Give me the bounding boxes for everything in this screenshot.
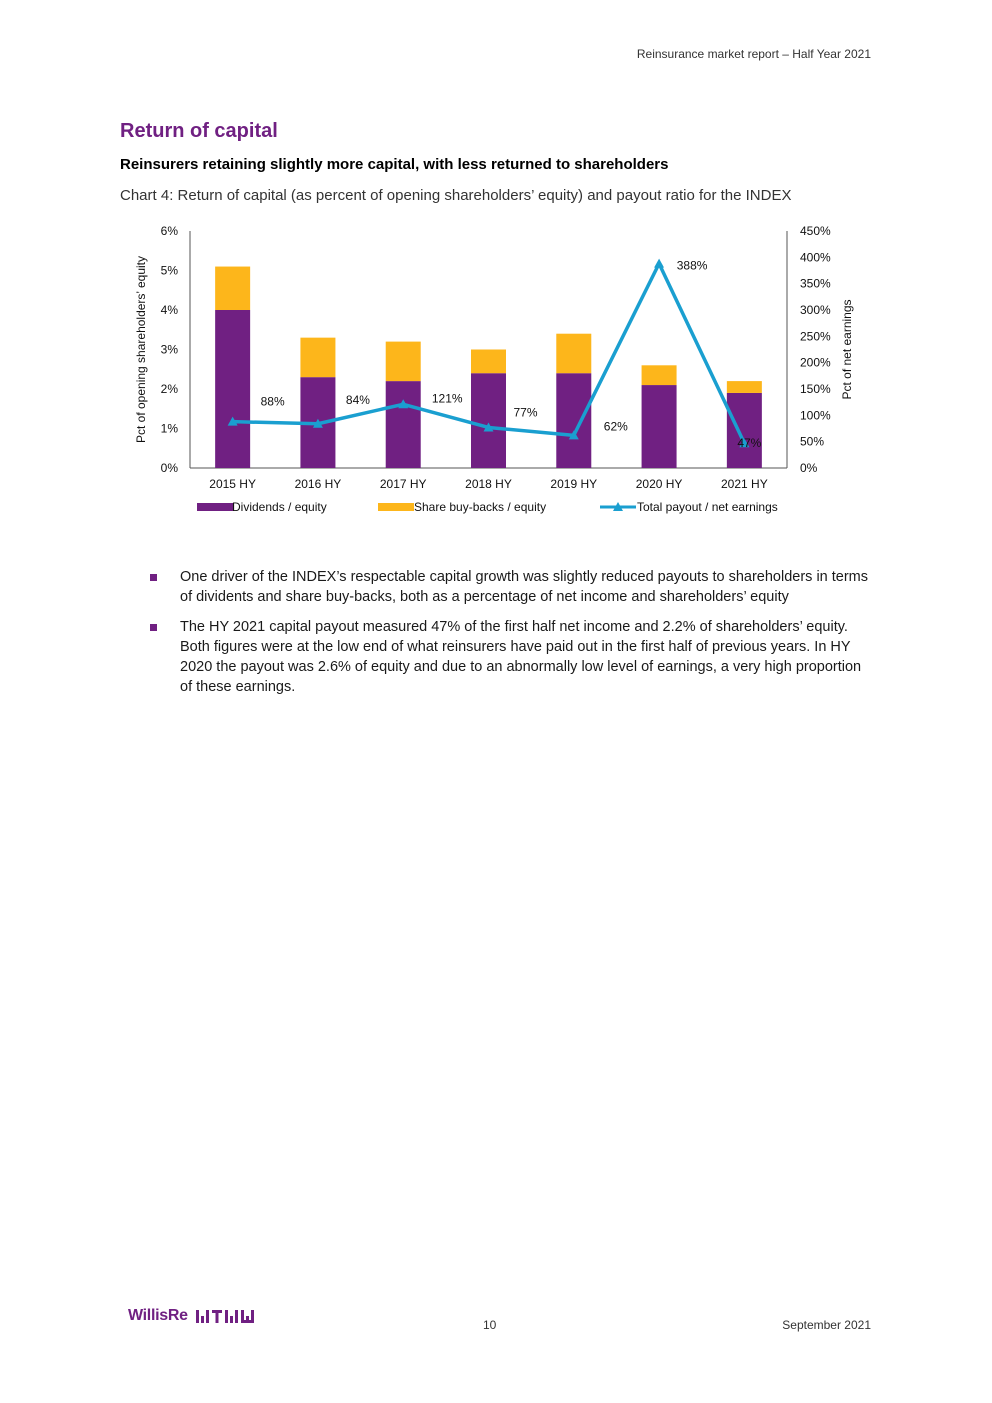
y-axis-title-right: Pct of net earnings — [840, 299, 854, 399]
payout-point — [739, 438, 750, 448]
y-tick-label-right: 0% — [800, 461, 818, 475]
payout-data-label: 388% — [677, 259, 708, 273]
buybacks-bar — [215, 266, 251, 310]
payout-data-label: 84% — [346, 393, 370, 407]
section-subtitle: Reinsurers retaining slightly more capit… — [120, 156, 669, 173]
y-axis-title-left: Pct of opening shareholders’ equity — [134, 256, 148, 443]
y-tick-label-right: 100% — [800, 408, 831, 422]
payout-data-label: 88% — [261, 395, 285, 409]
payout-point — [483, 422, 494, 432]
bullet-item: One driver of the INDEX’s respectable ca… — [150, 567, 872, 607]
y-tick-label-right: 250% — [800, 329, 831, 343]
legend-buybacks-swatch — [378, 503, 414, 511]
x-tick-label: 2015 HY — [209, 477, 256, 491]
buybacks-bar — [726, 381, 762, 393]
logo-text: WillisRe — [128, 1307, 188, 1324]
chart-caption: Chart 4: Return of capital (as percent o… — [120, 187, 792, 204]
y-tick-label-left: 5% — [161, 264, 179, 278]
y-tick-label-right: 50% — [800, 435, 824, 449]
legend-dividends-label: Dividends / equity — [232, 500, 327, 514]
y-tick-label-right: 400% — [800, 250, 831, 264]
y-tick-label-left: 1% — [161, 422, 179, 436]
payout-point — [398, 399, 409, 409]
page-number: 10 — [483, 1318, 497, 1332]
x-tick-label: 2017 HY — [380, 477, 427, 491]
bullet-item: The HY 2021 capital payout measured 47% … — [150, 617, 872, 697]
bullet-list: One driver of the INDEX’s respectable ca… — [150, 567, 872, 707]
buybacks-bar — [300, 337, 336, 378]
bullet-marker-icon — [150, 624, 157, 631]
dividends-bar — [556, 373, 592, 468]
dividends-bar — [726, 392, 762, 468]
x-tick-label: 2016 HY — [295, 477, 342, 491]
buybacks-bar — [471, 349, 506, 374]
dividends-bar — [215, 310, 251, 468]
y-tick-label-right: 450% — [800, 224, 831, 238]
y-tick-label-right: 350% — [800, 277, 831, 291]
bullet-text: One driver of the INDEX’s respectable ca… — [180, 569, 869, 605]
legend-buybacks-label: Share buy-backs / equity — [414, 500, 546, 514]
footer-logo: WillisRe — [128, 1307, 262, 1325]
x-tick-label: 2020 HY — [636, 477, 683, 491]
payout-point — [654, 258, 665, 268]
payout-data-label: 77% — [513, 405, 537, 419]
y-tick-label-left: 2% — [161, 382, 179, 396]
x-tick-label: 2019 HY — [550, 477, 597, 491]
y-tick-label-right: 200% — [800, 356, 831, 370]
payout-point — [312, 418, 323, 428]
section-title: Return of capital — [120, 120, 278, 142]
report-header: Reinsurance market report – Half Year 20… — [636, 47, 871, 61]
payout-point — [568, 430, 579, 440]
payout-data-label: 62% — [604, 419, 628, 433]
payout-point — [227, 416, 238, 426]
bullet-marker-icon — [150, 574, 157, 581]
y-tick-label-right: 300% — [800, 303, 831, 317]
legend-dividends-swatch — [197, 503, 233, 511]
x-tick-label: 2021 HY — [721, 477, 768, 491]
footer-date: September 2021 — [782, 1318, 871, 1332]
legend-payout-marker — [613, 502, 623, 511]
y-tick-label-left: 6% — [161, 224, 179, 238]
payout-data-label: 121% — [432, 391, 463, 405]
legend-payout-label: Total payout / net earnings — [637, 500, 778, 514]
y-tick-label-right: 150% — [800, 382, 831, 396]
buybacks-bar — [385, 341, 421, 382]
y-tick-label-left: 4% — [161, 303, 179, 317]
dividends-bar — [385, 381, 421, 468]
y-tick-label-left: 0% — [161, 461, 179, 475]
payout-data-label: 47% — [737, 436, 761, 450]
buybacks-bar — [641, 365, 677, 386]
return-of-capital-chart: 0% 1% 2% 3% 4% 5% 6% 0% 50% 100% 150% 200% 250% 300% 3… — [134, 224, 854, 514]
dividends-bar — [641, 385, 677, 468]
x-tick-label: 2018 HY — [465, 477, 512, 491]
bullet-text: The HY 2021 capital payout measured 47% … — [180, 619, 862, 695]
y-tick-label-left: 3% — [161, 343, 179, 357]
dividends-bar — [471, 373, 506, 468]
buybacks-bar — [556, 333, 592, 374]
wtw-logo-icon — [195, 1310, 254, 1323]
